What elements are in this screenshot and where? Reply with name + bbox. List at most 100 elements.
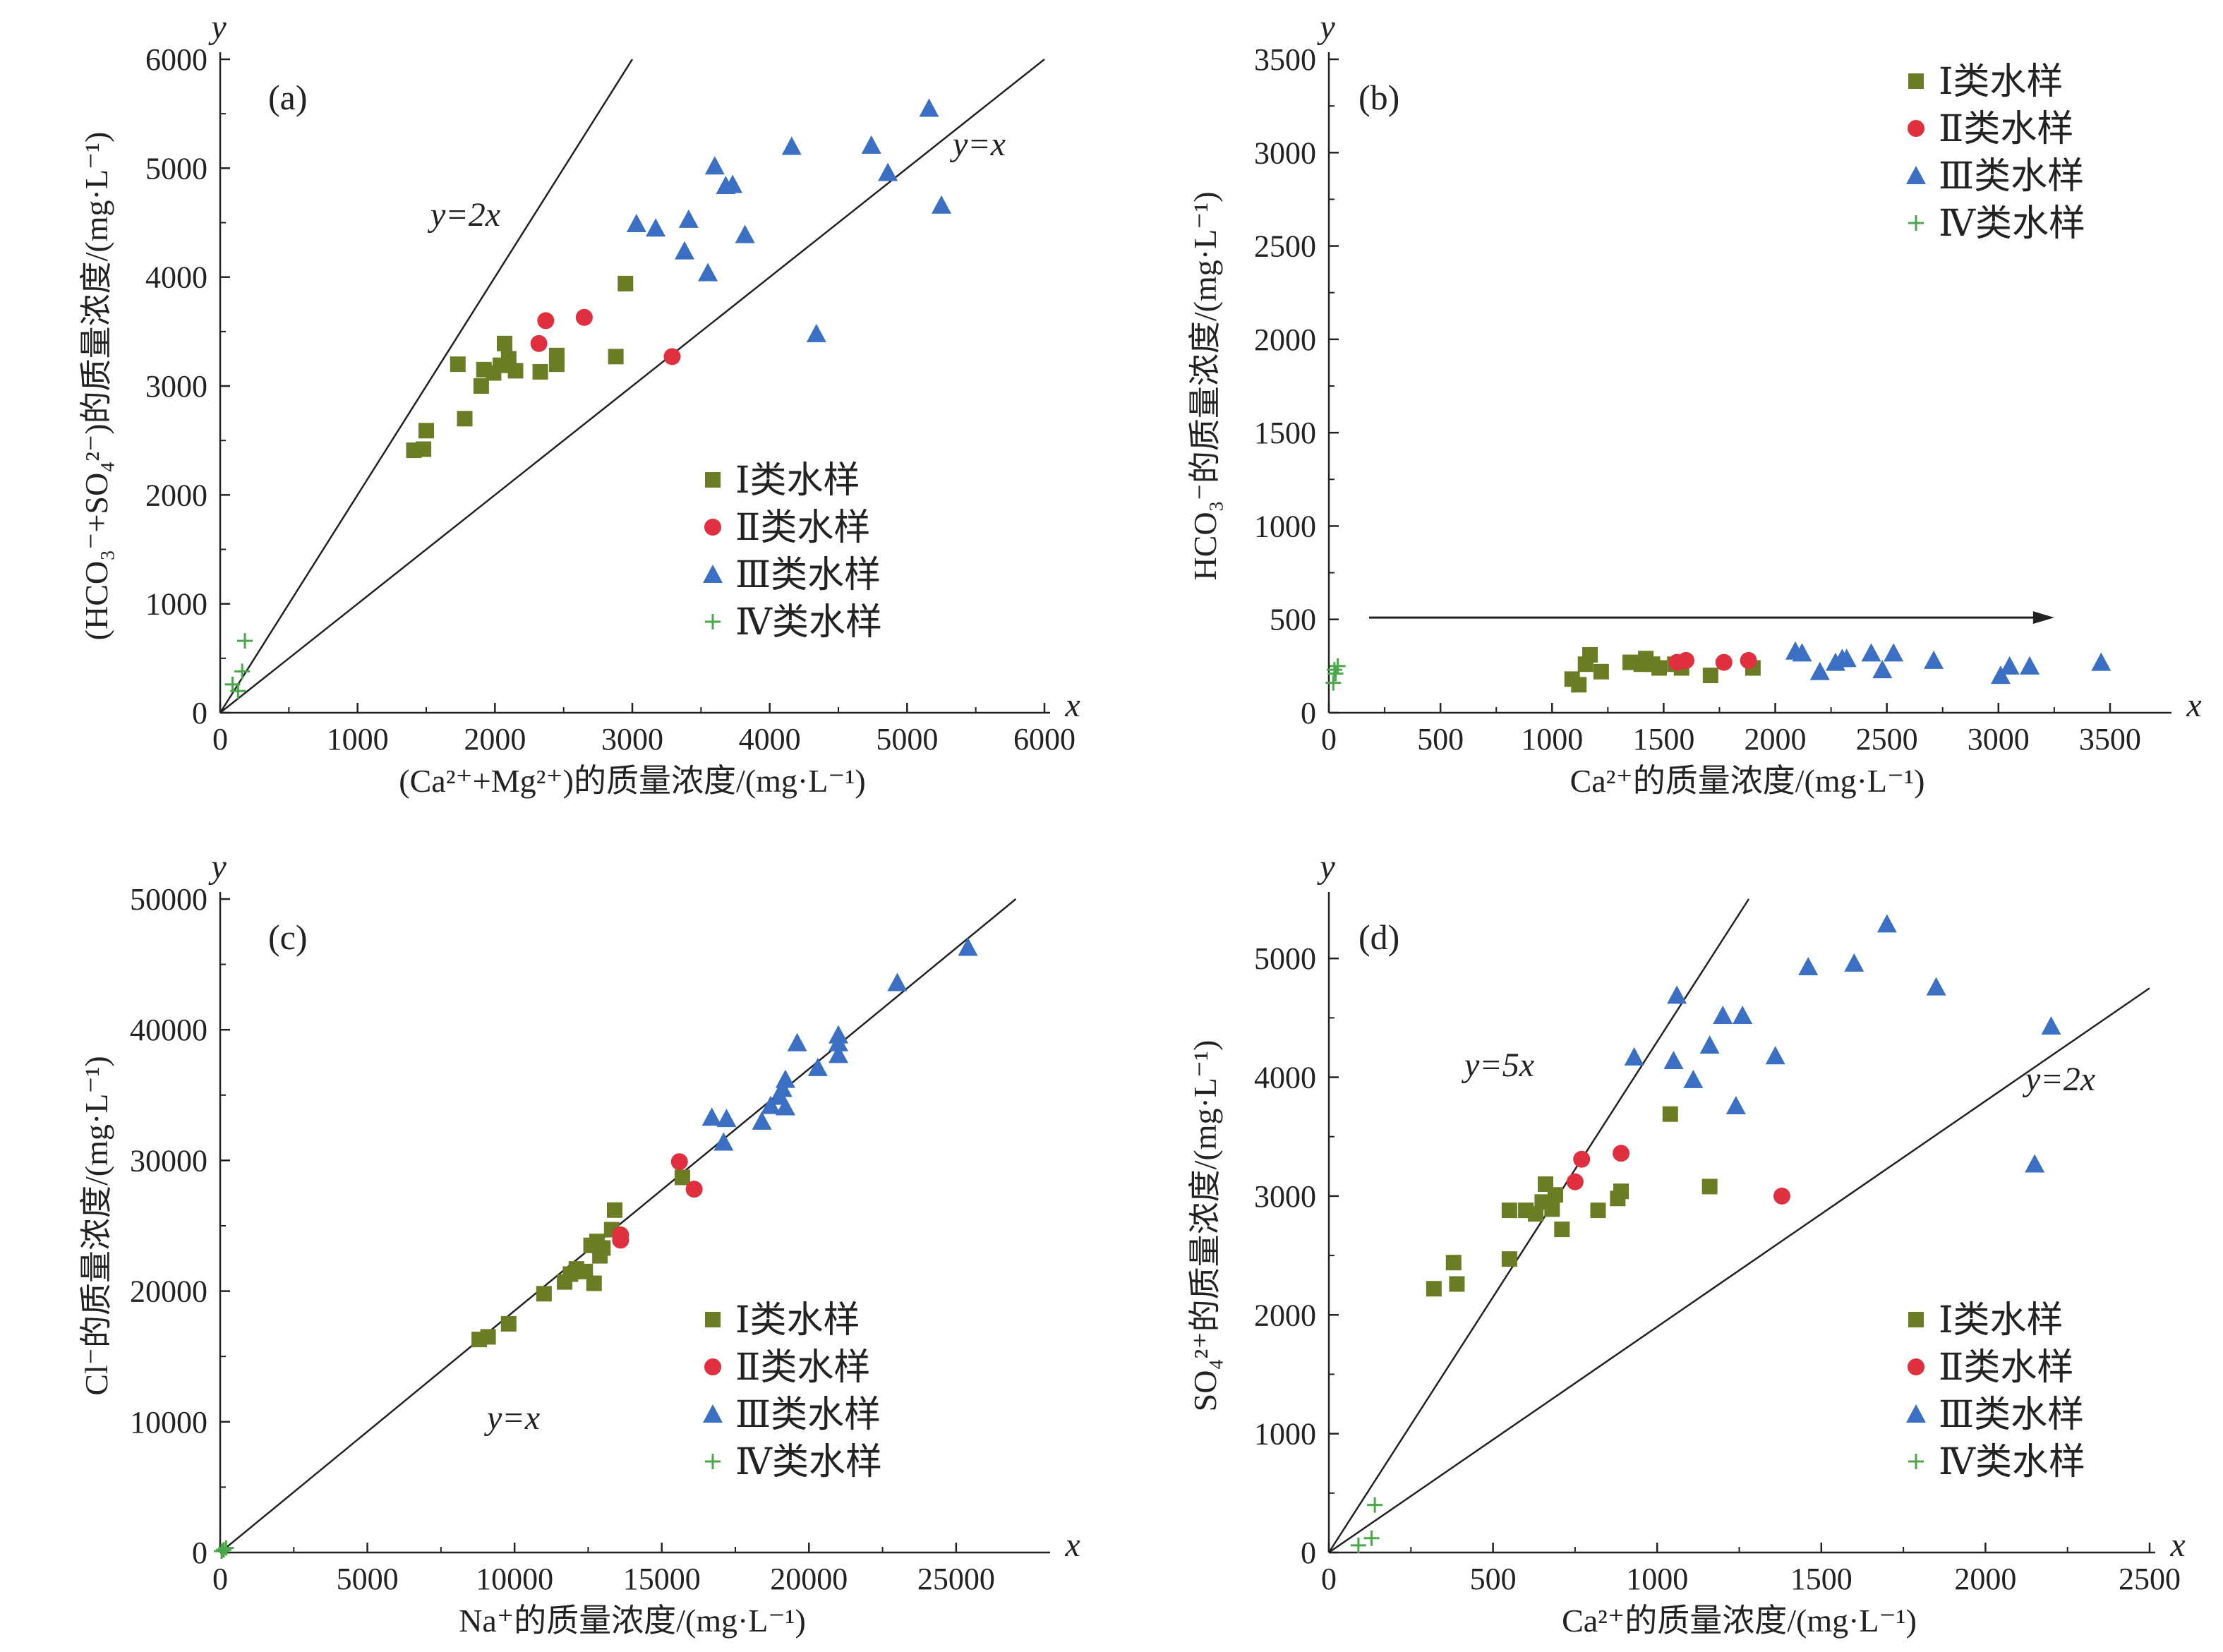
- data-point-series-4: [1325, 675, 1342, 691]
- data-point-series-3: [781, 136, 802, 155]
- legend-label: Ⅳ类水样: [1939, 204, 2085, 244]
- data-point-series-3: [704, 156, 725, 175]
- reference-line-label: y=x: [483, 1399, 540, 1437]
- data-point-series-1: [1426, 1281, 1442, 1297]
- x-tick-label: 3500: [2079, 722, 2141, 756]
- data-point-series-1: [1547, 1187, 1563, 1203]
- data-point-series-3: [829, 1044, 848, 1063]
- data-point-series-3: [807, 1057, 828, 1076]
- legend-marker-series-2: [1908, 1358, 1924, 1375]
- data-point-series-1: [457, 411, 473, 427]
- data-point-series-1: [1593, 663, 1609, 680]
- x-tick-label: 2000: [1745, 722, 1807, 756]
- y-tick-label: 30000: [130, 1143, 207, 1178]
- legend-marker-series-3: [703, 565, 723, 583]
- data-point-series-1: [1554, 1222, 1570, 1238]
- x-tick-label: 2000: [464, 722, 526, 756]
- x-axis-letter: x: [1064, 687, 1080, 724]
- legend-marker-series-4: [1908, 215, 1924, 231]
- data-point-series-2: [1613, 1145, 1630, 1162]
- x-tick-label: 3000: [601, 722, 663, 756]
- data-point-series-2: [663, 348, 681, 366]
- x-tick-label: 25000: [917, 1562, 995, 1596]
- data-point-series-1: [1702, 668, 1718, 684]
- panel-label: (a): [268, 78, 308, 117]
- x-tick-label: 20000: [770, 1562, 848, 1596]
- data-point-series-3: [716, 1109, 737, 1128]
- data-point-series-1: [1571, 677, 1587, 693]
- legend-label: Ⅳ类水样: [735, 1442, 882, 1483]
- reference-line-label: y=2x: [427, 196, 500, 234]
- data-point-series-4: [218, 1540, 234, 1556]
- data-point-series-3: [1876, 914, 1897, 933]
- x-axis-title: (Ca²⁺+Mg²⁺)的质量浓度/(mg·L⁻¹): [399, 763, 865, 799]
- data-point-series-3: [829, 1025, 848, 1044]
- x-tick-label: 2500: [1856, 722, 1918, 756]
- data-point-series-1: [480, 1329, 496, 1345]
- data-point-series-3: [646, 218, 666, 237]
- legend-label: Ⅲ类水样: [735, 555, 881, 596]
- data-point-series-1: [536, 1286, 552, 1302]
- data-point-series-1: [1590, 1202, 1606, 1219]
- data-point-series-3: [701, 1107, 722, 1126]
- legend-marker-series-4: [705, 1454, 721, 1469]
- x-tick-label: 15000: [623, 1562, 701, 1596]
- legend-marker-series-4: [1908, 1454, 1924, 1469]
- data-point-series-3: [861, 135, 881, 154]
- data-point-series-1: [608, 349, 624, 365]
- reference-line: [219, 59, 634, 713]
- x-tick-label: 1000: [1626, 1562, 1688, 1596]
- y-axis-title: Cl⁻的质量浓度/(mg·L⁻¹): [78, 1056, 114, 1395]
- y-tick-label: 1000: [145, 587, 207, 622]
- data-point-series-2: [537, 312, 555, 330]
- x-tick-label: 3000: [1968, 722, 2030, 756]
- y-axis-letter: y: [1316, 8, 1335, 46]
- data-point-series-1: [1662, 1106, 1678, 1122]
- x-tick-label: 0: [1321, 1562, 1337, 1596]
- chart-panel-a: 0 1000 2000 3000 4000 5000 6000 0 1000 2000 3000 40…: [78, 8, 1080, 799]
- legend-label: Ⅱ类水样: [1939, 1348, 2073, 1388]
- x-tick-label: 0: [212, 722, 228, 756]
- data-point-series-3: [1683, 1069, 1704, 1088]
- x-tick-label: 10000: [476, 1562, 553, 1596]
- reference-line: [1328, 987, 2150, 1554]
- panel-label: (c): [268, 917, 308, 957]
- data-point-series-2: [1573, 1150, 1591, 1168]
- data-point-series-3: [1713, 1005, 1733, 1024]
- data-point-series-3: [1792, 643, 1812, 662]
- x-axis-title: Na⁺的质量浓度/(mg·L⁻¹): [459, 1603, 806, 1639]
- legend-label: Ⅰ类水样: [735, 461, 860, 501]
- reference-line: [1327, 898, 1750, 1553]
- x-tick-label: 4000: [739, 722, 801, 756]
- data-point-series-3: [735, 224, 755, 243]
- data-point-series-3: [713, 1132, 734, 1151]
- legend-marker-series-4: [705, 614, 721, 629]
- data-point-series-1: [500, 351, 517, 367]
- data-point-series-3: [1798, 956, 1819, 975]
- y-tick-label: 0: [1301, 696, 1316, 730]
- legend-label: Ⅱ类水样: [735, 508, 870, 548]
- data-point-series-3: [626, 214, 646, 233]
- data-point-series-3: [919, 98, 939, 117]
- y-axis-title: SO₄²⁺的质量浓度/(mg·L⁻¹): [1187, 1040, 1223, 1412]
- data-point-series-3: [2020, 656, 2040, 675]
- data-point-series-1: [1651, 660, 1668, 676]
- reference-line: [219, 59, 1045, 713]
- data-point-series-3: [1844, 953, 1864, 972]
- data-point-series-4: [237, 633, 253, 649]
- data-point-series-3: [932, 195, 951, 214]
- data-point-series-1: [1449, 1276, 1465, 1292]
- data-point-series-1: [577, 1263, 594, 1279]
- reference-line-label: y=2x: [2022, 1061, 2095, 1098]
- x-axis-letter: x: [2186, 687, 2201, 724]
- data-point-series-1: [496, 335, 512, 351]
- data-point-series-3: [775, 1097, 795, 1116]
- data-point-series-2: [1773, 1187, 1790, 1205]
- data-point-series-3: [806, 323, 826, 342]
- y-tick-label: 6000: [145, 42, 207, 77]
- data-point-series-1: [1528, 1206, 1544, 1222]
- y-axis-title: (HCO₃⁻+SO₄²⁻)的质量浓度/(mg·L⁻¹): [78, 132, 114, 641]
- x-tick-label: 2500: [2119, 1562, 2181, 1596]
- y-tick-label: 1000: [1254, 509, 1316, 543]
